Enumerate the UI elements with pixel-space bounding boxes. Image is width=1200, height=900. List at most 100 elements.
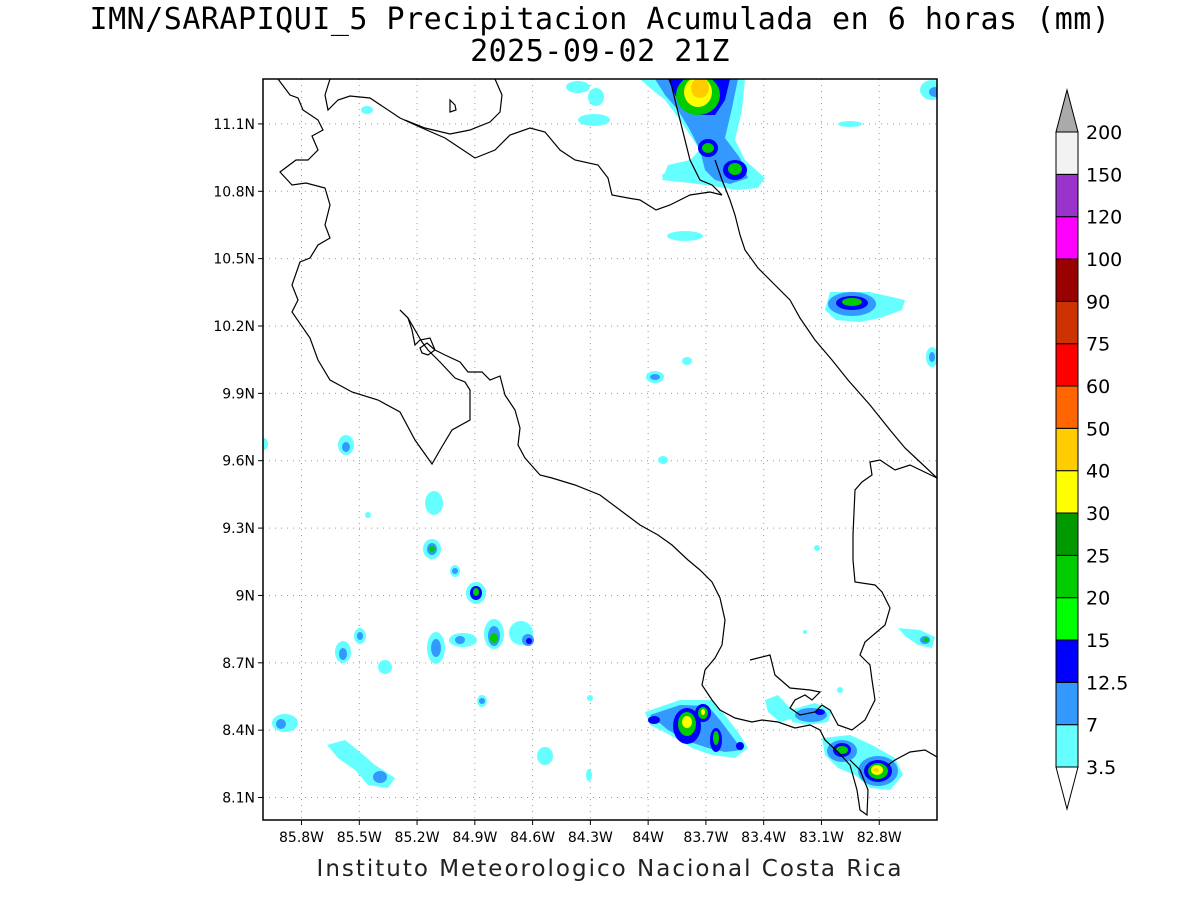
lon-tick-label: 84.6W bbox=[510, 830, 555, 846]
colorbar-level-label: 7 bbox=[1086, 715, 1098, 737]
precip-cell bbox=[836, 746, 848, 754]
colorbar: 3.5 7 12.5 15 20 25 30 40 50 60 75 90 100 120 150 200 bbox=[1055, 88, 1128, 811]
lon-tick-label: 83.4W bbox=[741, 830, 786, 846]
precip-cell bbox=[276, 719, 286, 729]
precip-cell bbox=[479, 698, 485, 704]
map-title: IMN/SARAPIQUI_5 Precipitacion Acumulada … bbox=[89, 2, 1111, 37]
lat-tick-label: 9.9N bbox=[222, 386, 255, 402]
lat-tick-label: 11.1N bbox=[213, 117, 255, 133]
colorbar-swatch bbox=[1055, 300, 1079, 345]
longitude-labels: 85.8W 85.5W 85.2W 84.9W 84.6W 84.3W 84W 83.7W 83… bbox=[279, 820, 902, 846]
colorbar-level-label: 150 bbox=[1086, 164, 1122, 186]
lon-tick-label: 84.9W bbox=[452, 830, 497, 846]
colorbar-swatch bbox=[1055, 639, 1079, 683]
map-subtitle: 2025-09-02 21Z bbox=[470, 34, 730, 69]
precip-cell bbox=[431, 639, 441, 657]
precip-cell bbox=[429, 546, 435, 552]
precip-cell bbox=[578, 114, 610, 126]
precip-cell bbox=[682, 357, 692, 365]
precip-cell bbox=[803, 630, 807, 634]
colorbar-level-label: 15 bbox=[1086, 630, 1110, 652]
lon-tick-label: 83.7W bbox=[683, 830, 728, 846]
latitude-labels: 8.1N 8.4N 8.7N 9N 9.3N 9.6N 9.9N 10.2N 10.5N 10.8… bbox=[213, 117, 263, 807]
precip-cell bbox=[357, 632, 363, 640]
lon-tick-label: 84.3W bbox=[568, 830, 613, 846]
precip-cell bbox=[373, 771, 387, 783]
map-frame bbox=[262, 78, 938, 821]
colorbar-swatch bbox=[1055, 554, 1079, 599]
lat-tick-label: 8.4N bbox=[222, 723, 255, 739]
precip-cell bbox=[650, 374, 660, 380]
colorbar-swatch bbox=[1055, 427, 1079, 472]
precip-cell-south bbox=[645, 700, 748, 758]
precip-cell bbox=[587, 695, 593, 701]
precip-cell bbox=[425, 491, 443, 515]
precip-cell bbox=[263, 438, 268, 450]
precip-cell-north bbox=[640, 79, 765, 190]
lon-tick-label: 83.1W bbox=[799, 830, 844, 846]
colorbar-level-label: 90 bbox=[1086, 291, 1110, 313]
colorbar-swatch bbox=[1055, 385, 1079, 429]
colorbar-level-label: 20 bbox=[1086, 588, 1110, 610]
colorbar-min-arrow bbox=[1055, 766, 1079, 811]
precip-cell bbox=[473, 588, 479, 596]
colorbar-swatch bbox=[1055, 343, 1079, 387]
precip-cell bbox=[929, 87, 937, 97]
colorbar-level-label: 60 bbox=[1086, 376, 1110, 398]
precip-cell bbox=[361, 106, 373, 114]
colorbar-swatch bbox=[1055, 597, 1079, 641]
precip-cell bbox=[814, 545, 820, 551]
colorbar-level-label: 50 bbox=[1086, 418, 1110, 440]
precip-cell bbox=[667, 231, 703, 241]
lat-tick-label: 9.6N bbox=[222, 454, 255, 470]
precip-cell bbox=[586, 769, 592, 781]
precip-cell bbox=[566, 81, 590, 93]
precip-cell bbox=[765, 695, 795, 722]
precip-cell bbox=[837, 687, 843, 693]
footer-credit: Instituto Meteorologico Nacional Costa R… bbox=[316, 856, 904, 882]
coastlines bbox=[277, 79, 937, 817]
lon-tick-label: 84W bbox=[632, 830, 664, 846]
precip-cell bbox=[342, 442, 350, 452]
grid-lines bbox=[263, 79, 937, 820]
precip-cell-east bbox=[825, 292, 905, 322]
lat-tick-label: 9.3N bbox=[222, 521, 255, 537]
colorbar-swatch bbox=[1055, 512, 1079, 556]
precip-cell bbox=[658, 456, 668, 464]
lat-tick-label: 10.8N bbox=[213, 184, 255, 200]
lon-tick-label: 82.8W bbox=[857, 830, 902, 846]
precip-cell bbox=[873, 768, 879, 772]
precip-cell bbox=[339, 648, 347, 660]
precip-cell bbox=[838, 121, 862, 127]
precip-cell bbox=[929, 352, 935, 362]
colorbar-swatch bbox=[1055, 470, 1079, 514]
colorbar-level-label: 75 bbox=[1086, 334, 1110, 356]
colorbar-level-label: 12.5 bbox=[1086, 672, 1128, 694]
precip-cell bbox=[490, 633, 498, 643]
lat-tick-label: 9N bbox=[236, 588, 255, 604]
colorbar-level-label: 100 bbox=[1086, 249, 1122, 271]
lon-tick-label: 85.2W bbox=[395, 830, 440, 846]
precip-cell bbox=[815, 709, 825, 715]
precip-cell bbox=[588, 88, 604, 106]
colorbar-level-label: 3.5 bbox=[1086, 757, 1116, 779]
lat-tick-label: 10.5N bbox=[213, 252, 255, 268]
colorbar-swatch bbox=[1055, 724, 1079, 768]
precip-cell bbox=[452, 568, 458, 574]
precipitation-areas bbox=[263, 79, 937, 790]
lat-tick-label: 10.2N bbox=[213, 319, 255, 335]
colorbar-swatch bbox=[1055, 131, 1079, 175]
colorbar-level-label: 200 bbox=[1086, 122, 1122, 144]
precip-cell bbox=[378, 660, 392, 674]
lat-tick-label: 8.7N bbox=[222, 656, 255, 672]
lon-tick-label: 85.5W bbox=[337, 830, 382, 846]
precip-cell bbox=[526, 638, 532, 644]
colorbar-swatch bbox=[1055, 173, 1079, 218]
precip-cell bbox=[537, 747, 553, 765]
colorbar-level-label: 120 bbox=[1086, 207, 1122, 229]
precip-cell bbox=[898, 628, 935, 648]
precip-cell bbox=[923, 638, 929, 642]
colorbar-level-label: 30 bbox=[1086, 503, 1110, 525]
precip-cell bbox=[365, 512, 371, 518]
